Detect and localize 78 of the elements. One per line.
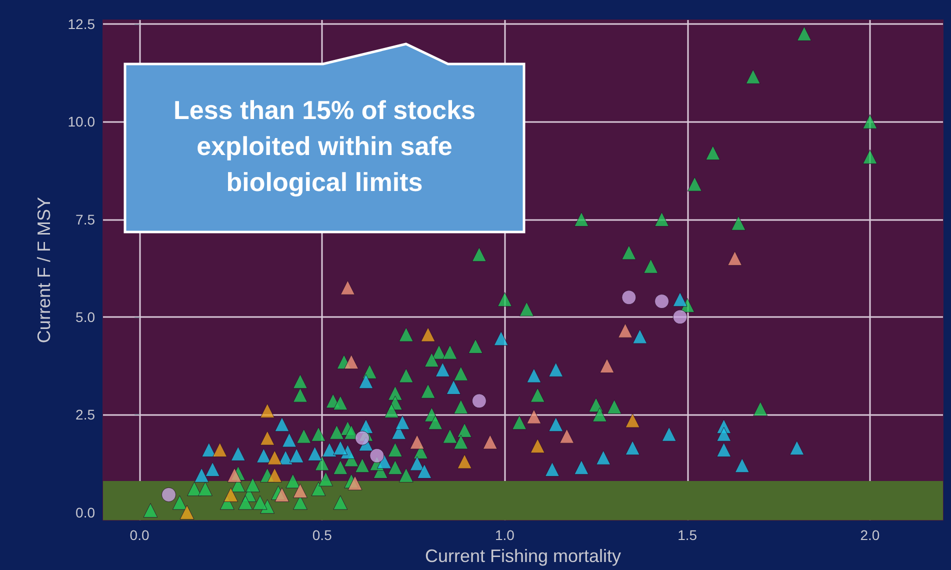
annotation: Less than 15% of stocks exploited within safe biological limits bbox=[172, 94, 476, 199]
point bbox=[370, 448, 384, 463]
point bbox=[560, 428, 574, 444]
point bbox=[256, 448, 271, 463]
point bbox=[494, 331, 508, 346]
x-tick-label: 0.0 bbox=[130, 527, 150, 544]
point bbox=[662, 426, 676, 442]
point bbox=[417, 464, 432, 479]
point bbox=[202, 442, 216, 458]
point bbox=[716, 442, 732, 458]
point bbox=[790, 440, 804, 456]
point bbox=[289, 448, 304, 463]
point bbox=[267, 450, 282, 465]
point bbox=[212, 442, 228, 458]
point bbox=[548, 417, 564, 432]
point bbox=[224, 487, 238, 502]
point bbox=[260, 430, 275, 446]
point bbox=[526, 368, 542, 383]
x-tick-label: 1.0 bbox=[495, 527, 515, 544]
point bbox=[194, 468, 209, 482]
point bbox=[348, 476, 362, 490]
point bbox=[530, 438, 545, 454]
point bbox=[344, 354, 359, 370]
point bbox=[358, 374, 374, 389]
point bbox=[260, 403, 275, 418]
point bbox=[574, 460, 589, 475]
point bbox=[333, 440, 348, 456]
point bbox=[376, 454, 392, 469]
point bbox=[622, 290, 636, 305]
point bbox=[308, 446, 322, 461]
point bbox=[282, 432, 297, 448]
point bbox=[267, 468, 282, 482]
point bbox=[205, 462, 220, 477]
point bbox=[728, 251, 742, 266]
point bbox=[672, 310, 688, 324]
x-tick-label: 0.5 bbox=[312, 527, 332, 544]
point bbox=[618, 323, 633, 338]
point bbox=[596, 450, 611, 465]
y-tick-label: 2.5 bbox=[76, 406, 96, 423]
x-tick-label: 2.0 bbox=[860, 527, 880, 544]
point bbox=[180, 505, 194, 520]
point bbox=[625, 440, 640, 456]
point bbox=[292, 484, 308, 498]
y-tick-label: 7.5 bbox=[76, 211, 96, 228]
point bbox=[625, 413, 640, 428]
x-axis-title: Current Fishing mortality bbox=[424, 546, 622, 566]
point bbox=[734, 458, 750, 473]
point bbox=[654, 294, 670, 309]
point bbox=[544, 462, 560, 477]
point bbox=[632, 329, 648, 344]
point bbox=[340, 280, 355, 295]
point bbox=[457, 454, 472, 469]
y-tick-label: 10.0 bbox=[68, 114, 96, 130]
y-axis-title: Current F / F MSY bbox=[34, 197, 54, 344]
point bbox=[548, 362, 564, 377]
point bbox=[230, 446, 246, 461]
point bbox=[472, 394, 486, 408]
point bbox=[162, 487, 176, 502]
point bbox=[410, 434, 424, 450]
point bbox=[672, 292, 688, 307]
point bbox=[274, 487, 290, 502]
point bbox=[526, 409, 542, 424]
point bbox=[395, 415, 410, 430]
point bbox=[435, 362, 450, 377]
point bbox=[716, 426, 732, 442]
point bbox=[420, 327, 436, 342]
point bbox=[355, 430, 370, 446]
point bbox=[274, 417, 290, 432]
point bbox=[227, 468, 242, 482]
y-tick-label: 0.0 bbox=[76, 504, 96, 520]
point bbox=[446, 380, 461, 395]
y-tick-label: 5.0 bbox=[76, 308, 96, 325]
point bbox=[482, 434, 498, 450]
y-tick-label: 12.5 bbox=[68, 16, 96, 32]
x-tick-label: 1.5 bbox=[678, 527, 698, 544]
point bbox=[410, 456, 424, 471]
point bbox=[600, 358, 614, 374]
point bbox=[322, 442, 337, 458]
